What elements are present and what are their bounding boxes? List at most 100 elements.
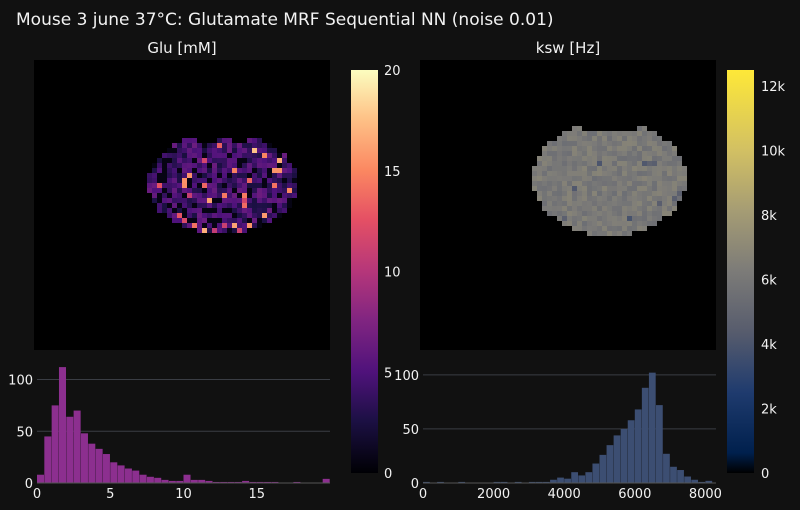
glu-heatmap-pixel <box>217 188 222 193</box>
ksw-heatmap-pixel <box>657 211 662 216</box>
glu-heatmap-pixel <box>277 193 282 198</box>
figure-title: Mouse 3 june 37°C: Glutamate MRF Sequent… <box>16 10 554 30</box>
ksw-heatmap-pixel <box>662 166 667 171</box>
ksw-heatmap-pixel <box>567 191 572 196</box>
glu-heatmap-pixel <box>222 208 227 213</box>
glu-heatmap-pixel <box>212 203 217 208</box>
ksw-hist-xtick-label: 4000 <box>548 487 581 502</box>
glu-heatmap-pixel <box>237 223 242 228</box>
ksw-heatmap-pixel <box>657 196 662 201</box>
ksw-heatmap-pixel <box>617 161 622 166</box>
glu-hist-bar <box>205 480 213 483</box>
glu-heatmap-pixel <box>222 138 227 143</box>
ksw-heatmap-pixel <box>582 206 587 211</box>
ksw-heatmap-pixel <box>622 131 627 136</box>
glu-heatmap-pixel <box>227 158 232 163</box>
glu-heatmap-pixel <box>242 203 247 208</box>
glu-heatmap-pixel <box>222 228 227 233</box>
glu-heatmap-pixel <box>172 203 177 208</box>
glu-heatmap-pixel <box>187 153 192 158</box>
glu-heatmap-pixel <box>242 213 247 218</box>
ksw-heatmap-pixel <box>557 191 562 196</box>
glu-heatmap-pixel <box>187 168 192 173</box>
glu-heatmap-pixel <box>187 198 192 203</box>
glu-heatmap-pixel <box>182 168 187 173</box>
glu-hist-ytick-label: 0 <box>25 477 33 492</box>
glu-heatmap-pixel <box>277 153 282 158</box>
ksw-heatmap-pixel <box>542 176 547 181</box>
glu-heatmap-pixel <box>202 193 207 198</box>
glu-heatmap-pixel <box>237 188 242 193</box>
ksw-heatmap-pixel <box>562 206 567 211</box>
ksw-heatmap-pixel <box>607 216 612 221</box>
ksw-heatmap-pixel <box>662 171 667 176</box>
glu-heatmap-pixel <box>267 198 272 203</box>
ksw-heatmap-pixel <box>632 206 637 211</box>
ksw-heatmap-pixel <box>577 191 582 196</box>
ksw-heatmap-pixel <box>587 146 592 151</box>
ksw-heatmap-pixel <box>607 131 612 136</box>
glu-heatmap-pixel <box>277 198 282 203</box>
ksw-heatmap-pixel <box>617 196 622 201</box>
ksw-heatmap-pixel <box>547 141 552 146</box>
ksw-heatmap-pixel <box>672 161 677 166</box>
glu-heatmap-pixel <box>252 138 257 143</box>
ksw-heatmap-pixel <box>532 186 537 191</box>
glu-heatmap-pixel <box>152 173 157 178</box>
ksw-heatmap-pixel <box>577 186 582 191</box>
ksw-heatmap-pixel <box>677 171 682 176</box>
ksw-heatmap-pixel <box>582 151 587 156</box>
glu-heatmap-pixel <box>177 203 182 208</box>
glu-heatmap-pixel <box>182 158 187 163</box>
glu-heatmap-pixel <box>192 163 197 168</box>
ksw-heatmap-pixel <box>622 191 627 196</box>
glu-hist-bar <box>322 478 330 483</box>
glu-heatmap-pixel <box>252 203 257 208</box>
glu-heatmap-pixel <box>152 168 157 173</box>
ksw-heatmap-pixel <box>677 176 682 181</box>
glu-heatmap-pixel <box>277 203 282 208</box>
ksw-heatmap-pixel <box>667 141 672 146</box>
glu-heatmap-pixel <box>212 193 217 198</box>
glu-heatmap-pixel <box>182 193 187 198</box>
glu-heatmap-pixel <box>237 208 242 213</box>
glu-heatmap-pixel <box>167 188 172 193</box>
ksw-heatmap-pixel <box>607 221 612 226</box>
ksw-heatmap-pixel <box>642 201 647 206</box>
glu-heatmap-pixel <box>217 168 222 173</box>
glu-heatmap-pixel <box>247 143 252 148</box>
ksw-heatmap-pixel <box>672 151 677 156</box>
glu-heatmap-pixel <box>252 188 257 193</box>
ksw-heatmap-pixel <box>562 136 567 141</box>
ksw-heatmap-pixel <box>607 176 612 181</box>
glu-heatmap-pixel <box>187 158 192 163</box>
ksw-heatmap-pixel <box>682 186 687 191</box>
ksw-heatmap-pixel <box>657 181 662 186</box>
glu-heatmap-pixel <box>197 218 202 223</box>
glu-heatmap-pixel <box>227 173 232 178</box>
glu-heatmap-pixel <box>212 208 217 213</box>
glu-heatmap-pixel <box>247 168 252 173</box>
glu-heatmap-pixel <box>197 173 202 178</box>
ksw-heatmap-pixel <box>572 201 577 206</box>
ksw-heatmap-pixel <box>597 191 602 196</box>
ksw-heatmap-pixel <box>667 171 672 176</box>
ksw-heatmap-pixel <box>627 191 632 196</box>
ksw-heatmap-pixel <box>622 181 627 186</box>
ksw-heatmap-pixel <box>572 131 577 136</box>
glu-heatmap-pixel <box>227 153 232 158</box>
glu-heatmap-pixel <box>172 178 177 183</box>
ksw-heatmap-pixel <box>632 161 637 166</box>
glu-hist-bar <box>249 481 257 483</box>
glu-heatmap-pixel <box>262 188 267 193</box>
ksw-heatmap-pixel <box>662 211 667 216</box>
ksw-heatmap-pixel <box>597 171 602 176</box>
ksw-heatmap-pixel <box>662 146 667 151</box>
glu-heatmap-pixel <box>252 183 257 188</box>
ksw-heatmap-pixel <box>572 206 577 211</box>
ksw-heatmap-pixel <box>657 146 662 151</box>
ksw-heatmap-pixel <box>562 211 567 216</box>
ksw-heatmap-pixel <box>662 206 667 211</box>
glu-heatmap-pixel <box>207 188 212 193</box>
ksw-heatmap-pixel <box>567 196 572 201</box>
